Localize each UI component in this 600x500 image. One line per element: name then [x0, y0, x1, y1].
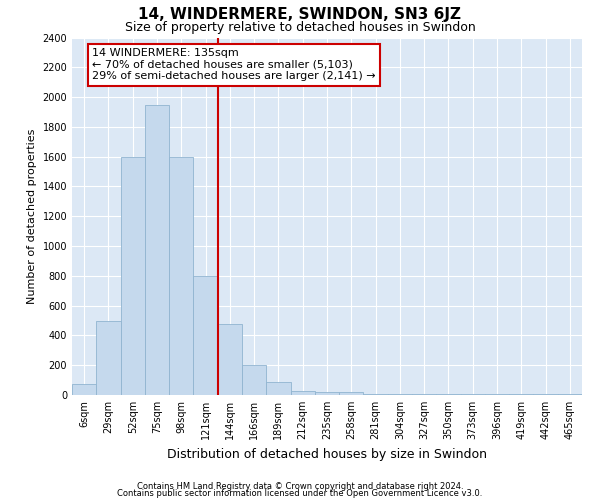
Bar [436, 394, 461, 395]
Bar [169, 156, 193, 395]
Bar [558, 394, 582, 395]
Bar [145, 104, 169, 395]
Bar [193, 276, 218, 395]
Bar [242, 365, 266, 395]
Bar [412, 394, 436, 395]
Bar [96, 320, 121, 395]
Text: Size of property relative to detached houses in Swindon: Size of property relative to detached ho… [125, 21, 475, 34]
Text: 14 WINDERMERE: 135sqm
← 70% of detached houses are smaller (5,103)
29% of semi-d: 14 WINDERMERE: 135sqm ← 70% of detached … [92, 48, 376, 82]
Bar [388, 394, 412, 395]
Bar [339, 392, 364, 395]
Text: Contains HM Land Registry data © Crown copyright and database right 2024.: Contains HM Land Registry data © Crown c… [137, 482, 463, 491]
Bar [364, 394, 388, 395]
Bar [315, 392, 339, 395]
Bar [533, 394, 558, 395]
Text: 14, WINDERMERE, SWINDON, SN3 6JZ: 14, WINDERMERE, SWINDON, SN3 6JZ [139, 8, 461, 22]
Bar [485, 394, 509, 395]
Bar [290, 390, 315, 395]
Bar [461, 394, 485, 395]
Y-axis label: Number of detached properties: Number of detached properties [27, 128, 37, 304]
Bar [218, 324, 242, 395]
Bar [509, 394, 533, 395]
Text: Contains public sector information licensed under the Open Government Licence v3: Contains public sector information licen… [118, 489, 482, 498]
X-axis label: Distribution of detached houses by size in Swindon: Distribution of detached houses by size … [167, 448, 487, 460]
Bar [72, 384, 96, 395]
Bar [266, 382, 290, 395]
Bar [121, 156, 145, 395]
